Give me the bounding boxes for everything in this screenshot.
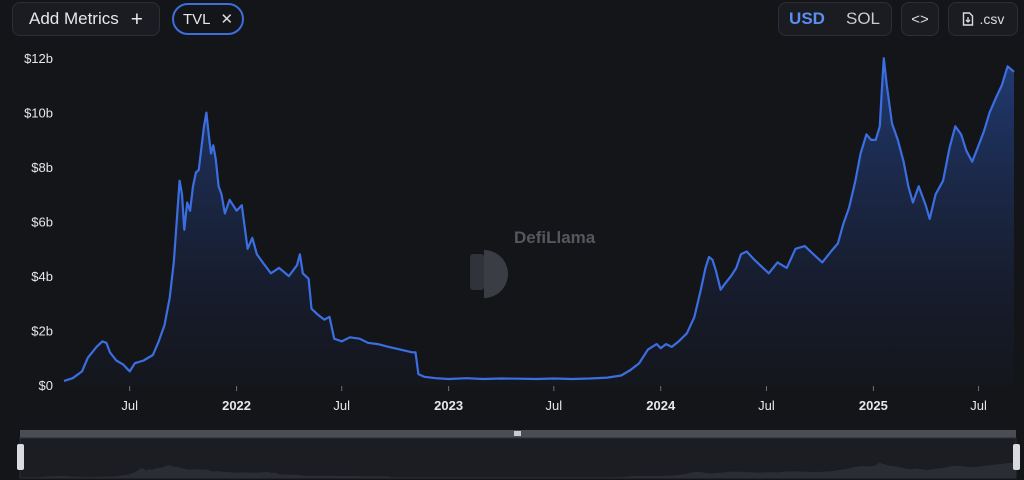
y-tick-label: $12b (24, 51, 53, 66)
embed-button[interactable]: <> (901, 2, 939, 36)
plus-icon: + (130, 7, 143, 31)
csv-label: .csv (979, 11, 1005, 27)
currency-sol-option[interactable]: SOL (845, 9, 881, 28)
brush-grip-icon[interactable] (514, 431, 521, 436)
x-tick-label: 2024 (646, 398, 676, 413)
tvl-line (63, 57, 1015, 382)
y-tick-label: $0 (39, 378, 53, 393)
add-metrics-label: Add Metrics (28, 9, 119, 28)
x-tick-label: Jul (758, 398, 775, 413)
y-tick-label: $4b (31, 269, 53, 284)
x-tick-label: Jul (121, 398, 138, 413)
close-icon[interactable]: ✕ (220, 11, 234, 28)
defillama-watermark: DefiLlama (470, 228, 596, 298)
x-tick-label: 2025 (859, 398, 888, 413)
tvl-chip-label: TVL (182, 10, 211, 28)
currency-toggle: USD SOL (778, 2, 892, 36)
x-tick-label: 2023 (434, 398, 463, 413)
y-tick-label: $2b (31, 324, 53, 339)
brush-handle-right[interactable] (1013, 444, 1020, 470)
brush-mini-area (20, 462, 1016, 478)
y-tick-label: $8b (31, 160, 53, 175)
download-file-icon (962, 12, 973, 26)
csv-download-button[interactable]: .csv (948, 2, 1018, 36)
currency-usd-option[interactable]: USD (789, 9, 825, 28)
y-tick-label: $6b (31, 215, 53, 230)
watermark-text: DefiLlama (514, 228, 596, 247)
x-tick-label: 2022 (222, 398, 251, 413)
llama-logo (484, 250, 508, 298)
y-tick-label: $10b (24, 106, 53, 121)
x-tick-label: Jul (970, 398, 987, 413)
tvl-metric-chip[interactable]: TVL ✕ (172, 3, 244, 35)
range-brush[interactable] (0, 426, 1024, 480)
tvl-chart: DefiLlama $0 $2b $4b $6b $8b $10b $12b Jul 2022… (24, 51, 1015, 413)
x-tick-label: Jul (546, 398, 563, 413)
tvl-area (64, 58, 1014, 385)
code-icon: <> (911, 10, 929, 28)
add-metrics-button[interactable]: Add Metrics + (12, 2, 160, 36)
brush-handle-left[interactable] (17, 444, 24, 470)
x-tick-label: Jul (333, 398, 350, 413)
